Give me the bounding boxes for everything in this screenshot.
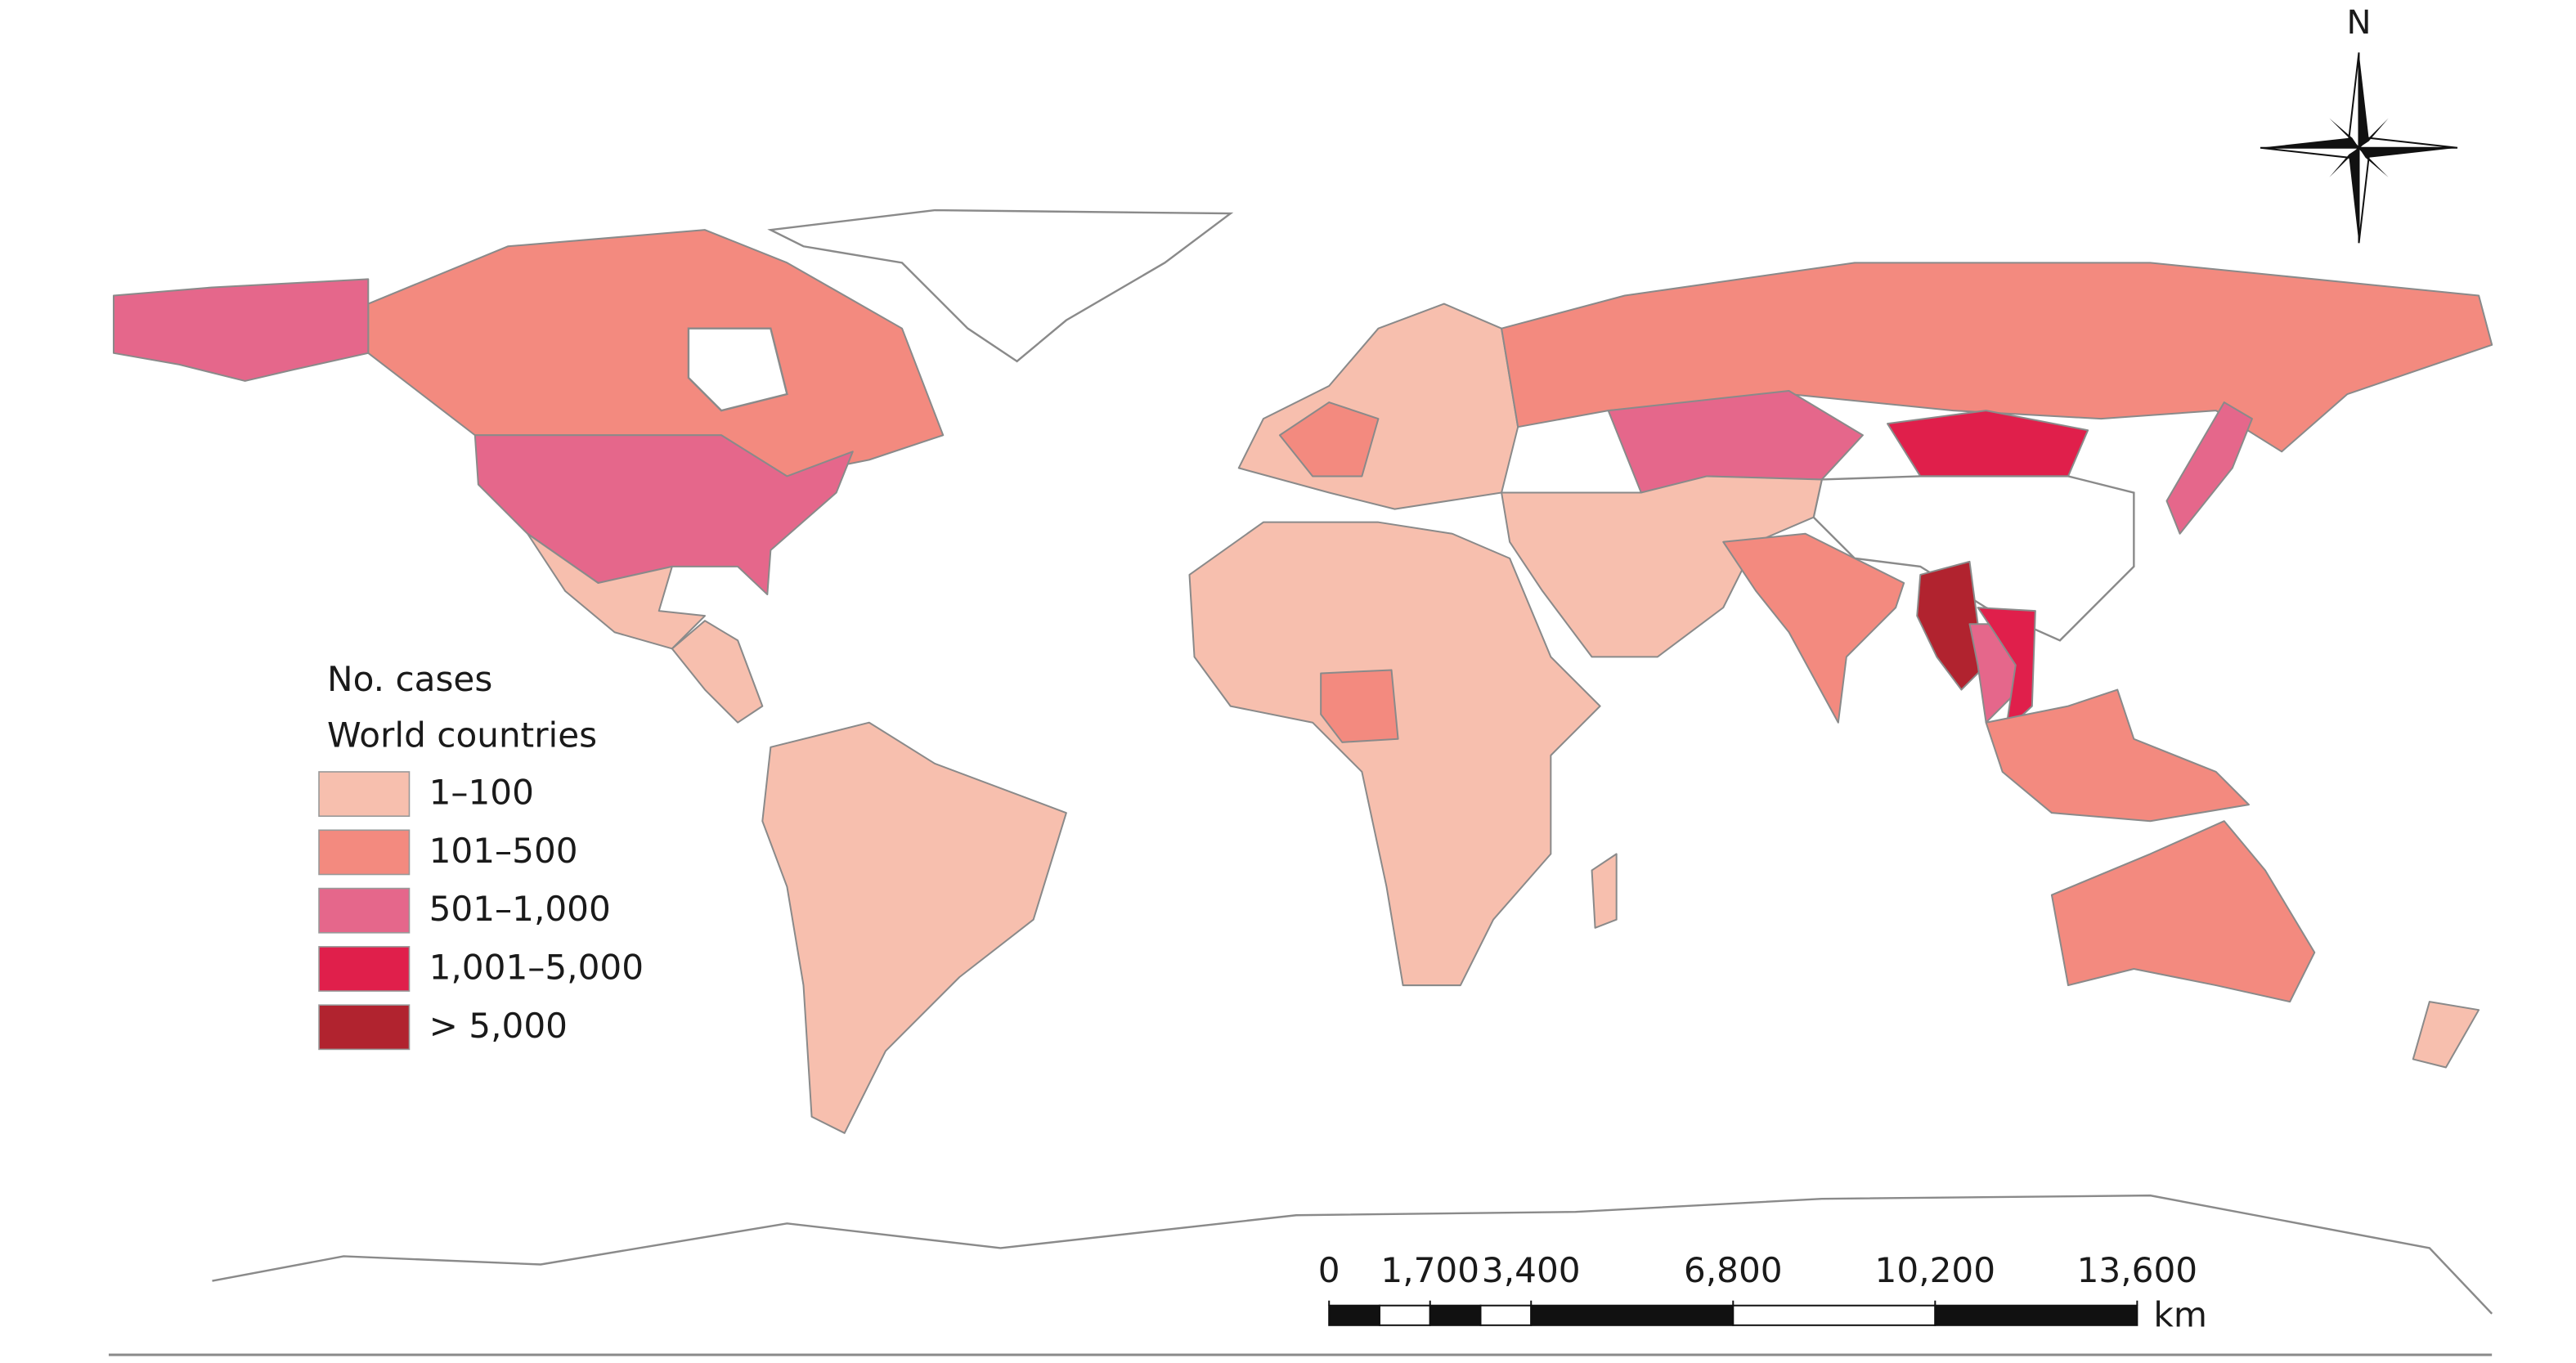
mexico	[527, 532, 707, 650]
legend-label: 101–500	[429, 831, 578, 871]
scale-unit: km	[2153, 1294, 2206, 1334]
north-label: N	[2346, 4, 2371, 42]
japan	[2165, 401, 2253, 535]
legend-label: 1–100	[429, 773, 534, 813]
europe	[1237, 303, 1519, 510]
legend-swatch	[318, 829, 411, 876]
scale-tick-label: 10,200	[1875, 1250, 1996, 1290]
legend-label: > 5,000	[429, 1006, 568, 1046]
legend-swatch	[318, 887, 411, 934]
middle-east	[1501, 475, 1823, 658]
legend: No. cases World countries 1–100 101–500 50…	[318, 659, 644, 1051]
legend-label: 1,001–5,000	[429, 947, 644, 987]
legend-swatch	[318, 946, 411, 992]
scale-tick-label: 0	[1318, 1250, 1340, 1290]
legend-swatch	[318, 771, 411, 817]
scale-tick-label: 1,700	[1380, 1250, 1479, 1290]
scale-segment	[1378, 1304, 1431, 1326]
scale-segment	[1934, 1304, 2138, 1326]
india	[1722, 532, 1905, 724]
nigeria	[1320, 669, 1399, 743]
western-europe	[1278, 401, 1380, 477]
new-zealand	[2412, 1001, 2480, 1069]
hudson-bay	[687, 327, 788, 412]
countries	[112, 208, 2493, 1315]
scale-tick-label: 3,400	[1482, 1250, 1581, 1290]
scale-segment	[1732, 1304, 1936, 1326]
legend-title: No. cases	[327, 659, 492, 699]
scale-segment	[1429, 1304, 1482, 1326]
legend-swatch	[318, 1004, 411, 1051]
mongolia	[1887, 410, 2089, 486]
southeast-asia	[1985, 688, 2250, 823]
north-arrow: N	[2260, 4, 2458, 244]
legend-subtitle: World countries	[327, 715, 597, 755]
antarctica	[212, 1194, 2493, 1315]
china	[1812, 475, 2135, 642]
scale-segment	[1328, 1304, 1380, 1326]
central-america	[671, 620, 764, 724]
legend-label: 501–1,000	[429, 889, 611, 929]
canada	[367, 229, 945, 477]
scale-segment	[1479, 1304, 1533, 1326]
africa	[1188, 521, 1601, 987]
south-america	[761, 721, 1067, 1134]
scale-segment	[1530, 1304, 1735, 1326]
myanmar	[1916, 560, 1987, 691]
scale-tick-label: 13,600	[2077, 1250, 2198, 1290]
alaska	[112, 278, 370, 382]
scale-tick-label: 6,800	[1684, 1250, 1783, 1290]
australia	[2050, 820, 2316, 1003]
madagascar	[1591, 853, 1618, 929]
greenland	[767, 208, 1234, 363]
